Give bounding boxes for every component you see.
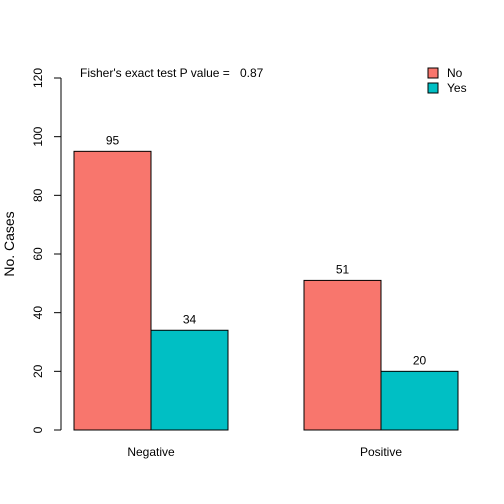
data-label-positive-no: 51 [336, 262, 350, 276]
bar-negative-no [73, 150, 152, 431]
x-tick-labels: Negative Positive [127, 445, 402, 459]
data-label-positive-yes: 20 [413, 353, 427, 367]
data-label-negative-no: 95 [106, 133, 120, 147]
bars [73, 150, 459, 431]
legend-label-no: No [447, 66, 463, 80]
y-tick-label: 20 [31, 364, 45, 378]
annotation: Fisher's exact test P value = 0.87 [80, 66, 264, 80]
bar-positive-yes [380, 370, 459, 431]
y-tick-label: 60 [31, 247, 45, 261]
annotation-value: 0.87 [240, 66, 264, 80]
y-axis: 0 20 40 60 80 100 120 [31, 68, 62, 433]
y-axis-title: No. Cases [1, 211, 17, 276]
data-label-negative-yes: 34 [183, 312, 197, 326]
y-tick-label: 0 [31, 426, 45, 433]
annotation-label: Fisher's exact test P value = [80, 66, 230, 80]
x-tick-label-positive: Positive [360, 445, 402, 459]
x-tick-label-negative: Negative [127, 445, 175, 459]
data-labels: 95 34 51 20 [106, 133, 427, 367]
legend-label-yes: Yes [447, 81, 467, 95]
legend-swatch-yes [427, 82, 439, 94]
bar-positive-no [303, 279, 382, 431]
bar-negative-yes [150, 329, 229, 431]
y-tick-label: 100 [31, 126, 45, 146]
legend-swatch-no [427, 67, 439, 79]
y-tick-label: 120 [31, 68, 45, 88]
y-tick-label: 40 [31, 306, 45, 320]
y-tick-label: 80 [31, 188, 45, 202]
